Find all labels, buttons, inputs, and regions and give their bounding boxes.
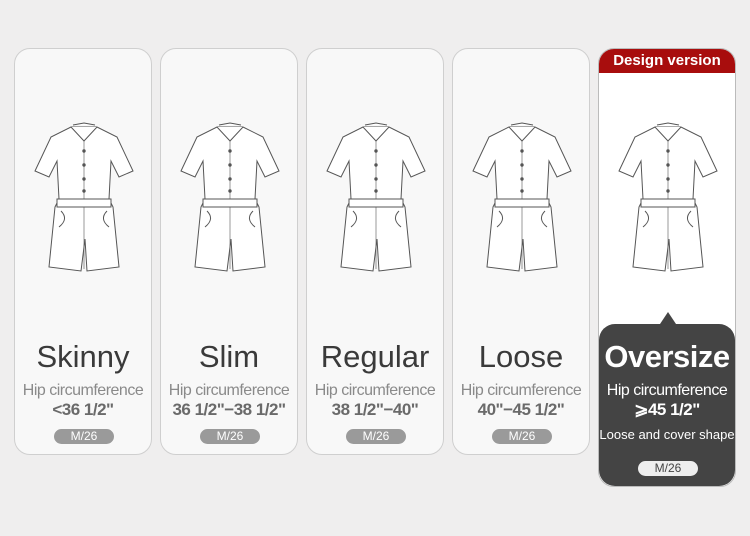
romper-illustration <box>613 119 723 279</box>
romper-illustration <box>467 119 577 279</box>
hip-label: Hip circumference <box>314 382 436 399</box>
fit-name: Loose <box>478 339 564 374</box>
fit-name: Regular <box>320 339 430 374</box>
hip-value: 36 1/2"−38 1/2" <box>172 400 286 419</box>
romper-illustration <box>175 119 285 279</box>
hip-label: Hip circumference <box>606 382 728 399</box>
hip-value: 38 1/2"−40" <box>331 400 419 419</box>
size-badge: M/26 <box>54 429 114 444</box>
fit-note: Loose and cover shape <box>599 427 735 442</box>
hip-label: Hip circumference <box>460 382 582 399</box>
card-oversize[interactable]: Design version Oversize Hip circumferenc… <box>598 48 736 487</box>
hip-label: Hip circumference <box>22 382 144 399</box>
hip-value: 40"−45 1/2" <box>477 400 565 419</box>
info-panel <box>599 312 735 486</box>
size-badge: M/26 <box>492 429 552 444</box>
card-loose[interactable]: Loose Hip circumference 40"−45 1/2" M/26 <box>452 48 590 455</box>
hip-value: ⩾45 1/2" <box>634 400 700 419</box>
card-skinny[interactable]: Skinny Hip circumference <36 1/2" M/26 <box>14 48 152 455</box>
fit-name: Skinny <box>36 339 130 374</box>
size-badge: M/26 <box>346 429 406 444</box>
fit-name: Oversize <box>604 339 730 374</box>
fit-name: Slim <box>198 339 260 374</box>
romper-illustration <box>29 119 139 279</box>
card-slim[interactable]: Slim Hip circumference 36 1/2"−38 1/2" M… <box>160 48 298 455</box>
romper-illustration <box>321 119 431 279</box>
design-version-banner: Design version <box>599 49 735 73</box>
hip-value: <36 1/2" <box>52 400 114 419</box>
card-regular[interactable]: Regular Hip circumference 38 1/2"−40" M/… <box>306 48 444 455</box>
size-badge: M/26 <box>200 429 260 444</box>
size-badge: M/26 <box>638 461 698 476</box>
hip-label: Hip circumference <box>168 382 290 399</box>
